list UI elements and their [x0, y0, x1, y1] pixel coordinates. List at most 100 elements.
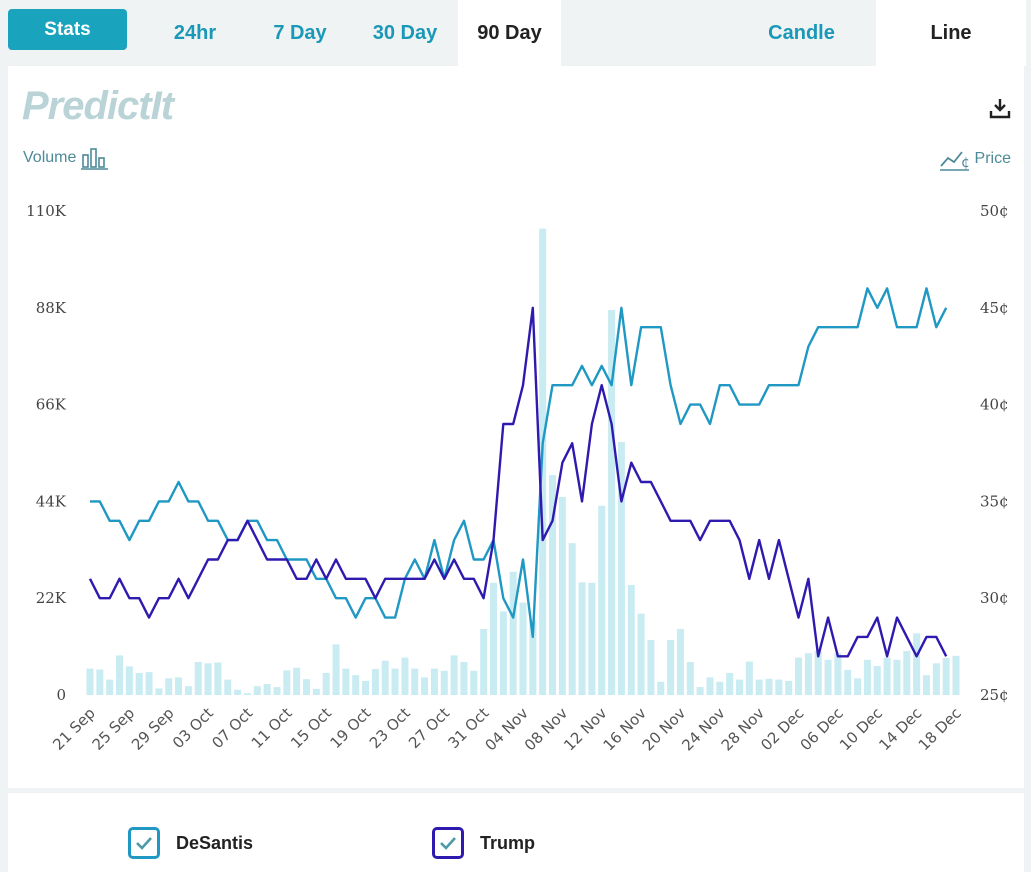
trump-checkbox[interactable]	[432, 827, 464, 859]
volume-bar	[391, 668, 399, 695]
volume-bar	[204, 663, 212, 695]
volume-bar	[568, 543, 576, 695]
volume-bar	[667, 640, 675, 695]
volume-bar	[814, 651, 822, 695]
predictit-logo: PredictIt	[22, 84, 174, 128]
volume-bar	[696, 687, 704, 695]
tab-90-day[interactable]: 90 Day	[458, 0, 561, 66]
volume-bar	[922, 675, 930, 695]
volume-bar	[165, 678, 173, 695]
volume-bar	[716, 681, 724, 695]
volume-bar	[657, 681, 665, 695]
volume-bar	[116, 655, 124, 695]
price-tick-label: 50¢	[980, 202, 1009, 220]
x-tick-label: 16 Nov	[600, 704, 650, 754]
volume-bar	[263, 684, 271, 695]
volume-axis-label: Volume	[23, 146, 110, 170]
price-tick-label: 30¢	[980, 589, 1009, 607]
tab-candle[interactable]: Candle	[768, 22, 835, 44]
x-tick-label: 15 Oct	[287, 704, 335, 752]
volume-bar	[106, 679, 114, 695]
desantis-checkbox[interactable]	[128, 827, 160, 859]
volume-bar	[352, 675, 360, 695]
x-tick-label: 06 Dec	[797, 704, 847, 754]
x-tick-label: 29 Sep	[128, 704, 178, 754]
volume-bar	[293, 667, 301, 695]
x-tick-label: 12 Nov	[560, 704, 610, 754]
volume-tick-label: 88K	[36, 299, 67, 317]
volume-label-text: Volume	[23, 149, 77, 166]
x-tick-label: 02 Dec	[757, 704, 807, 754]
tab-line[interactable]: Line	[876, 0, 1026, 66]
x-tick-label: 11 Oct	[248, 704, 296, 752]
tab-24hr[interactable]: 24hr	[173, 22, 217, 44]
volume-bar	[303, 679, 310, 695]
volume-bar	[460, 662, 468, 695]
volume-bar	[509, 571, 517, 695]
tab-7-day[interactable]: 7 Day	[273, 22, 327, 44]
volume-bar	[932, 663, 940, 695]
volume-bar	[470, 670, 478, 695]
x-tick-label: 08 Nov	[521, 704, 571, 754]
volume-bar	[913, 633, 921, 695]
volume-bar	[883, 657, 891, 695]
volume-bar	[588, 582, 596, 695]
volume-bar	[381, 660, 389, 695]
volume-bar	[686, 662, 694, 695]
x-tick-label: 07 Oct	[208, 704, 256, 752]
volume-tick-label: 0	[56, 686, 66, 704]
x-tick-label: 24 Nov	[678, 704, 728, 754]
download-icon[interactable]	[988, 96, 1012, 125]
volume-bar	[342, 668, 350, 695]
volume-bar	[322, 673, 330, 695]
volume-bar	[125, 666, 133, 695]
volume-bar	[755, 679, 763, 695]
volume-bar	[430, 668, 438, 695]
price-tick-label: 45¢	[980, 299, 1009, 317]
volume-bar	[489, 582, 497, 695]
volume-bar	[903, 651, 911, 695]
volume-bar	[558, 497, 566, 695]
volume-bar	[401, 657, 409, 695]
check-icon	[440, 837, 456, 850]
volume-bar	[312, 688, 320, 695]
volume-bar	[795, 657, 803, 695]
stats-button[interactable]: Stats	[8, 9, 127, 50]
volume-bar	[785, 680, 793, 695]
volume-bar	[647, 640, 655, 695]
x-tick-label: 18 Dec	[915, 704, 965, 754]
volume-bar	[480, 629, 488, 695]
x-tick-label: 28 Nov	[718, 704, 768, 754]
volume-bar	[440, 670, 448, 695]
volume-bar	[765, 678, 773, 695]
legend-panel	[8, 793, 1024, 872]
volume-bar	[952, 655, 960, 695]
volume-bar	[214, 662, 222, 695]
series-line-desantis	[90, 287, 948, 639]
volume-bar	[834, 653, 842, 695]
legend-item-trump[interactable]: Trump	[432, 826, 535, 860]
volume-bar	[854, 678, 862, 695]
x-tick-label: 14 Dec	[875, 704, 925, 754]
legend-item-desantis[interactable]: DeSantis	[128, 826, 253, 860]
price-tick-label: 35¢	[980, 492, 1009, 510]
legend-label-desantis: DeSantis	[176, 832, 254, 853]
series-line-trump	[88, 306, 948, 658]
x-tick-label: 03 Oct	[169, 704, 217, 752]
volume-bar	[421, 677, 429, 695]
volume-bar	[726, 673, 734, 695]
price-label-text: Price	[974, 150, 1011, 167]
volume-bar	[775, 679, 783, 695]
tab-30-day[interactable]: 30 Day	[372, 22, 438, 44]
volume-bar	[371, 669, 379, 695]
volume-bar	[273, 687, 281, 695]
volume-bar	[863, 659, 871, 695]
volume-bar	[578, 582, 586, 695]
check-icon	[136, 837, 152, 850]
volume-bar	[194, 662, 202, 695]
volume-bar	[450, 655, 458, 695]
volume-bar	[627, 585, 635, 695]
price-tick-label: 40¢	[980, 396, 1009, 414]
x-tick-label: 25 Sep	[89, 704, 139, 754]
x-tick-label: 23 Oct	[366, 704, 414, 752]
